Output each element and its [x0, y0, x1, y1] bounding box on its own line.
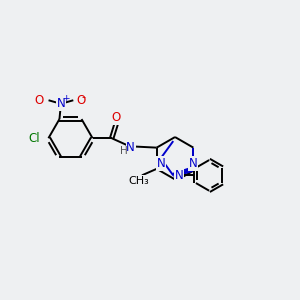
Text: N: N: [126, 141, 135, 154]
Text: CH₃: CH₃: [129, 176, 149, 186]
Text: N: N: [175, 169, 184, 182]
Text: N: N: [156, 157, 165, 170]
Text: +: +: [61, 94, 69, 103]
Text: Cl: Cl: [28, 132, 40, 145]
Text: -: -: [82, 92, 86, 102]
Text: O: O: [34, 94, 44, 107]
Text: N: N: [57, 97, 65, 110]
Text: H: H: [120, 146, 128, 156]
Text: O: O: [112, 111, 121, 124]
Text: O: O: [77, 94, 86, 107]
Text: N: N: [189, 157, 198, 170]
